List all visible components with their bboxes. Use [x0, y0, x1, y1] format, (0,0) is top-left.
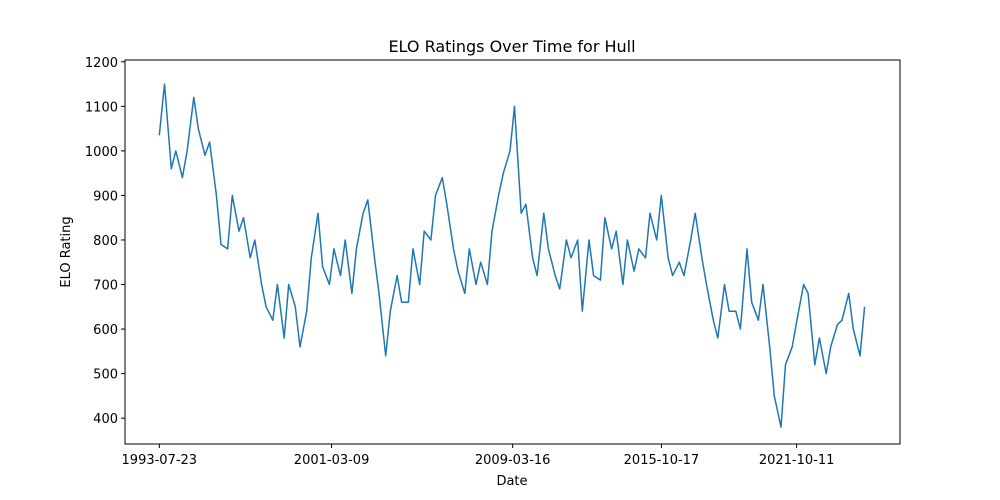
y-tick-label: 400 [93, 412, 118, 427]
y-tick-label: 1000 [85, 145, 118, 160]
y-tick-label: 800 [93, 234, 118, 249]
x-axis-label: Date [496, 474, 527, 489]
y-tick-label: 700 [93, 279, 118, 294]
x-tick-label: 1993-07-23 [122, 453, 198, 468]
chart-title: ELO Ratings Over Time for Hull [388, 37, 635, 56]
y-tick-label: 1100 [85, 100, 118, 115]
plot-frame [124, 59, 901, 445]
y-tick-label: 900 [93, 189, 118, 204]
y-tick-label: 1200 [85, 56, 118, 71]
x-tick-label: 2001-03-09 [294, 453, 370, 468]
y-tick-label: 600 [93, 323, 118, 338]
y-tick-label: 500 [93, 368, 118, 383]
line-series [158, 83, 866, 428]
x-tick-label: 2009-03-16 [475, 453, 551, 468]
x-tick-label: 2021-10-11 [759, 453, 835, 468]
x-tick-label: 2015-10-17 [624, 453, 700, 468]
y-axis-label: ELO Rating [59, 216, 74, 287]
